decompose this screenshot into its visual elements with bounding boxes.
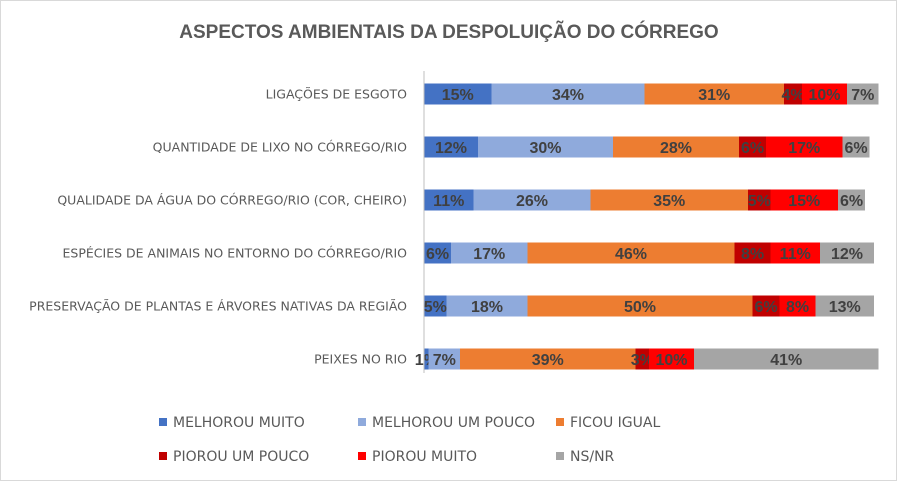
category-labels: LIGAÇÕES DE ESGOTO QUANTIDADE DE LIXO NO … <box>29 87 407 367</box>
bar-segment <box>802 83 847 105</box>
data-label: 26% <box>516 193 548 210</box>
data-label: 10% <box>808 87 840 104</box>
category-label: LIGAÇÕES DE ESGOTO <box>266 87 408 102</box>
category-label: PEIXES NO RIO <box>314 352 407 367</box>
bar-segment <box>739 136 766 158</box>
data-label: 15% <box>788 193 820 210</box>
bar-segment <box>748 189 771 211</box>
bar-segment <box>766 136 843 158</box>
bar-segment <box>752 295 780 317</box>
data-label: 15% <box>442 87 474 104</box>
bar-segment <box>527 295 753 317</box>
data-label: 28% <box>660 140 692 157</box>
bar-segment <box>770 189 838 211</box>
data-label: 6% <box>426 246 449 263</box>
category-label: ESPÉCIES DE ANIMAIS NO ENTORNO DO CÓRREG… <box>63 246 408 261</box>
bar-segment <box>820 242 874 264</box>
data-label: 18% <box>471 299 503 316</box>
legend-label: PIOROU UM POUCO <box>173 449 309 465</box>
bar-segment <box>770 242 820 264</box>
bar-segment <box>424 348 429 370</box>
bar-segment <box>478 136 613 158</box>
data-label: 34% <box>552 87 584 104</box>
data-label: 17% <box>473 246 505 263</box>
data-label: 5% <box>424 299 447 316</box>
stacked-bars: 15% 34% 31% 4% 10% 7%12% 30% 28% 6% 17% 6%11% 26% 35… <box>415 83 879 370</box>
bar-segment <box>527 242 735 264</box>
data-label: 11% <box>433 193 464 210</box>
bar-segment <box>847 83 879 105</box>
category-label: QUANTIDADE DE LIXO NO CÓRREGO/RIO <box>153 140 407 155</box>
bar-segment <box>842 136 870 158</box>
bar-segment <box>649 348 694 370</box>
bar-segment <box>424 295 447 317</box>
data-label: 31% <box>698 87 730 104</box>
bar-segment <box>451 242 528 264</box>
legend-label: MELHOROU MUITO <box>173 415 305 431</box>
category-label: QUALIDADE DA ÁGUA DO CÓRREGO/RIO (COR, C… <box>57 193 407 208</box>
data-label: 13% <box>829 299 861 316</box>
bar-segment <box>815 295 874 317</box>
data-label: 7% <box>433 352 456 369</box>
data-label: 6% <box>754 299 777 316</box>
legend-swatch <box>159 418 167 426</box>
data-label: 4% <box>781 87 804 104</box>
bar-segment <box>446 295 528 317</box>
data-label: 17% <box>788 140 820 157</box>
bar-segment <box>838 189 865 211</box>
bar-segment <box>473 189 591 211</box>
data-label: 30% <box>529 140 561 157</box>
data-label: 11% <box>780 246 811 263</box>
bar-segment <box>460 348 636 370</box>
data-label: 8% <box>741 246 764 263</box>
legend-swatch <box>159 452 167 460</box>
data-label: 12% <box>435 140 467 157</box>
data-label: 46% <box>615 246 647 263</box>
bar-segment <box>784 83 802 105</box>
bar-segment <box>424 83 492 105</box>
legend: MELHOROU MUITO MELHOROU UM POUCO FICOU IGU… <box>159 415 660 465</box>
legend-swatch <box>556 452 564 460</box>
data-label: 5% <box>748 193 771 210</box>
bar-segment <box>424 189 474 211</box>
data-label: 7% <box>851 87 874 104</box>
data-label: 39% <box>532 352 564 369</box>
data-label: 35% <box>653 193 685 210</box>
legend-swatch <box>358 418 366 426</box>
bar-segment <box>424 136 478 158</box>
data-label: 8% <box>786 299 809 316</box>
data-label: 10% <box>655 352 687 369</box>
data-label: 6% <box>844 140 867 157</box>
data-label: 6% <box>741 140 764 157</box>
bar-segment <box>590 189 748 211</box>
legend-label: NS/NR <box>570 449 615 465</box>
bar-segment <box>694 348 879 370</box>
bar-segment <box>613 136 739 158</box>
bar-segment <box>491 83 645 105</box>
bar-segment <box>424 242 451 264</box>
bar-segment <box>428 348 460 370</box>
data-label: 12% <box>831 246 863 263</box>
bar-segment <box>644 83 784 105</box>
bar-segment <box>779 295 816 317</box>
legend-swatch <box>556 418 564 426</box>
bar-segment <box>635 348 649 370</box>
data-label: 41% <box>770 352 802 369</box>
data-label: 6% <box>840 193 863 210</box>
chart-title: ASPECTOS AMBIENTAIS DA DESPOLUIÇÃO DO CÓ… <box>179 21 718 43</box>
legend-label: MELHOROU UM POUCO <box>372 415 535 431</box>
category-label: PRESERVAÇÃO DE PLANTAS E ÁRVORES NATIVAS… <box>29 299 407 314</box>
bar-segment <box>734 242 771 264</box>
data-label: 50% <box>624 299 656 316</box>
legend-label: PIOROU MUITO <box>372 449 477 465</box>
legend-swatch <box>358 452 366 460</box>
legend-label: FICOU IGUAL <box>570 415 660 431</box>
data-label: 3% <box>631 352 654 369</box>
